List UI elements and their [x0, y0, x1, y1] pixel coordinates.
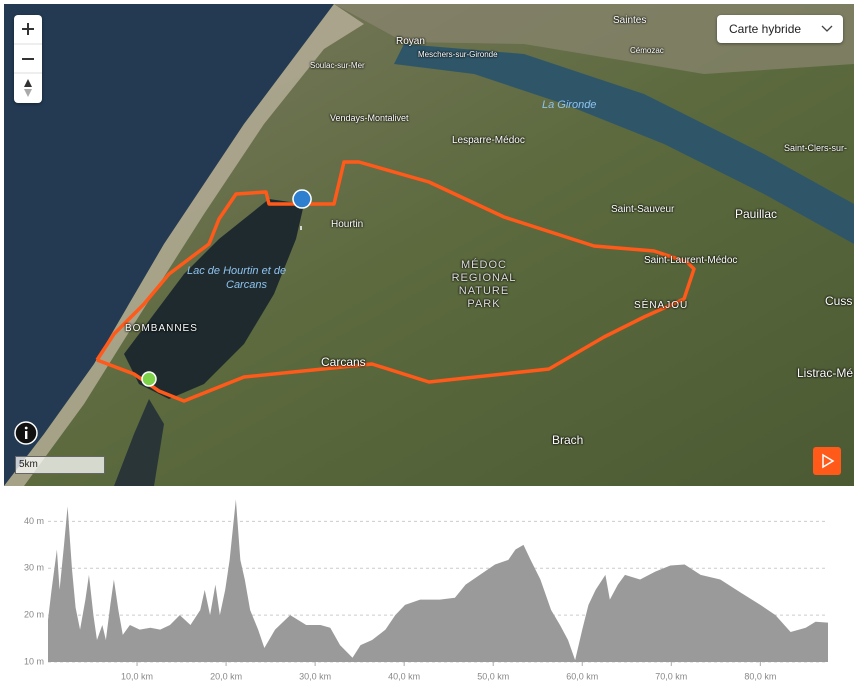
dropdown-arrow: [821, 25, 833, 32]
x-tick-label: 10,0 km: [121, 671, 153, 681]
x-tick-label: 20,0 km: [210, 671, 242, 681]
map-label: Hourtin: [331, 219, 364, 230]
map-type-label: Carte hybride: [729, 22, 802, 36]
map-label: Lac de Hourtin et de: [187, 265, 287, 277]
map-label: Meschers-sur-Gironde: [418, 50, 498, 59]
x-tick-label: 70,0 km: [655, 671, 687, 681]
map-label: Saint-Laurent-Médoc: [644, 255, 738, 266]
elevation-area: [48, 499, 828, 662]
map-label: MÉDOC REGIONAL NATURE PARK: [451, 259, 517, 310]
map-label: Carcans: [226, 279, 267, 291]
map-label: La Gironde: [542, 99, 597, 111]
play-button[interactable]: [813, 447, 841, 475]
map-label: Brach: [552, 433, 584, 447]
zoom-in[interactable]: [22, 23, 34, 35]
map-label: SÉNAJOU: [634, 300, 689, 311]
x-tick-label: 50,0 km: [477, 671, 509, 681]
compass[interactable]: [24, 79, 32, 97]
map-label: Pauillac: [735, 207, 778, 221]
x-tick-label: 60,0 km: [566, 671, 598, 681]
y-tick-label: 40 m: [24, 516, 44, 526]
x-tick-label: 30,0 km: [299, 671, 331, 681]
map-label: Cuss: [825, 294, 853, 308]
poi-marker[interactable]: [292, 189, 312, 230]
scale-label: 5km: [19, 459, 38, 470]
map-label: Royan: [396, 36, 425, 47]
map[interactable]: Saintes Royan Meschers-sur-Gironde Cémoz…: [4, 4, 854, 486]
map-label: Saintes: [613, 15, 647, 26]
y-tick-label: 10 m: [24, 656, 44, 666]
y-tick-label: 20 m: [24, 610, 44, 620]
map-label: Lesparre-Médoc: [452, 135, 525, 146]
map-type-select[interactable]: Carte hybride: [717, 15, 843, 43]
route: [95, 160, 696, 403]
map-label: Saint-Sauveur: [611, 204, 675, 215]
map-label: Listrac-Mé: [797, 366, 854, 380]
x-tick-label: 40,0 km: [388, 671, 420, 681]
map-label: BOMBANNES: [125, 323, 198, 334]
info-button[interactable]: [14, 421, 38, 445]
x-tick-label: 80,0 km: [744, 671, 776, 681]
map-label: Soulac-sur-Mer: [310, 61, 365, 70]
zoom-controls: [14, 15, 42, 103]
y-tick-label: 30 m: [24, 563, 44, 573]
scale-bar: 5km: [15, 456, 105, 474]
start-marker: [141, 371, 157, 387]
map-label: Cémozac: [630, 46, 664, 55]
map-label: Vendays-Montalivet: [330, 113, 409, 123]
map-label: Carcans: [321, 355, 366, 369]
map-label: Saint-Clers-sur-: [784, 143, 848, 153]
zoom-icons: [14, 23, 42, 97]
